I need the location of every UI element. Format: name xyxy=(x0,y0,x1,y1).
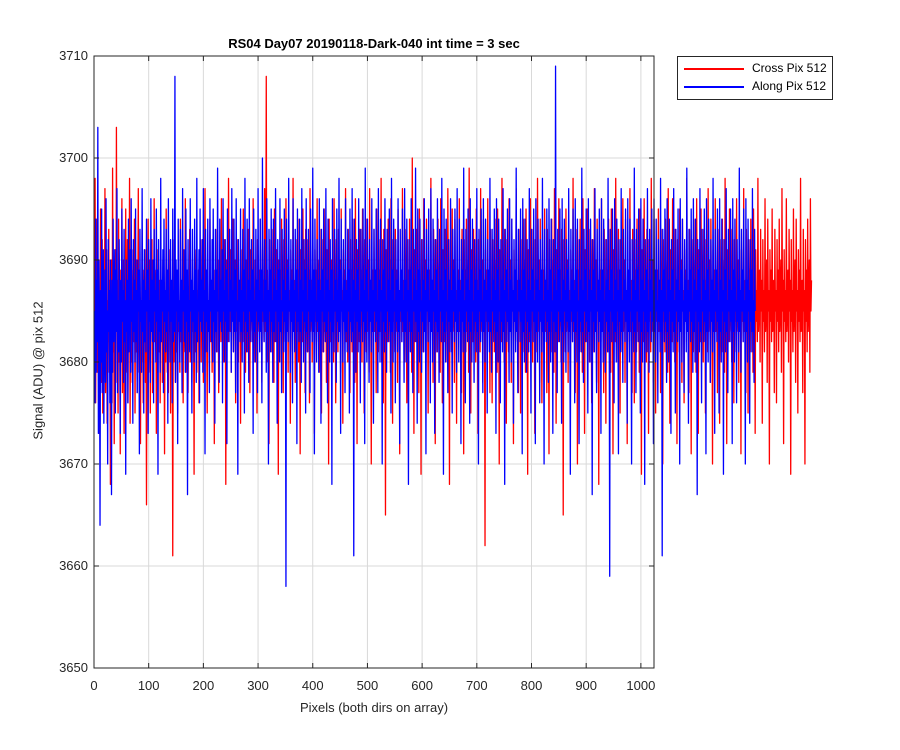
axis-ticks: 0 100 200 300 400 500 600 700 800 900 1000 3650 3660… xyxy=(59,48,655,693)
x-tick-label: 500 xyxy=(357,678,379,693)
legend-swatch-along xyxy=(684,86,744,88)
x-tick-label: 1000 xyxy=(626,678,655,693)
series-lines xyxy=(93,65,813,588)
legend-label-along: Along Pix 512 xyxy=(752,79,827,93)
y-axis-label: Signal (ADU) @ pix 512 xyxy=(30,301,46,440)
legend-item-along: Along Pix 512 xyxy=(684,78,830,96)
y-tick-label: 3660 xyxy=(59,558,88,573)
legend-item-cross: Cross Pix 512 xyxy=(684,60,830,78)
chart-title: RS04 Day07 20190118-Dark-040 int time = … xyxy=(228,36,520,51)
x-axis-label: Pixels (both dirs on array) xyxy=(299,700,449,715)
x-tick-label: 800 xyxy=(521,678,543,693)
x-tick-label: 100 xyxy=(138,678,160,693)
x-tick-label: 700 xyxy=(466,678,488,693)
x-tick-label: 900 xyxy=(575,678,597,693)
y-tick-label: 3700 xyxy=(59,150,88,165)
y-tick-label: 3710 xyxy=(59,48,88,63)
legend-swatch-cross xyxy=(684,68,744,70)
x-tick-label: 200 xyxy=(193,678,215,693)
x-tick-label: 0 xyxy=(90,678,97,693)
x-tick-label: 400 xyxy=(302,678,324,693)
y-tick-label: 3680 xyxy=(59,354,88,369)
legend-label-cross: Cross Pix 512 xyxy=(752,61,827,75)
x-tick-label: 600 xyxy=(411,678,433,693)
y-tick-label: 3690 xyxy=(59,252,88,267)
y-tick-label: 3670 xyxy=(59,456,88,471)
series-line-along-pix-512 xyxy=(93,65,756,588)
legend: Cross Pix 512 Along Pix 512 xyxy=(677,56,833,100)
y-tick-label: 3650 xyxy=(59,660,88,675)
x-tick-label: 300 xyxy=(247,678,269,693)
